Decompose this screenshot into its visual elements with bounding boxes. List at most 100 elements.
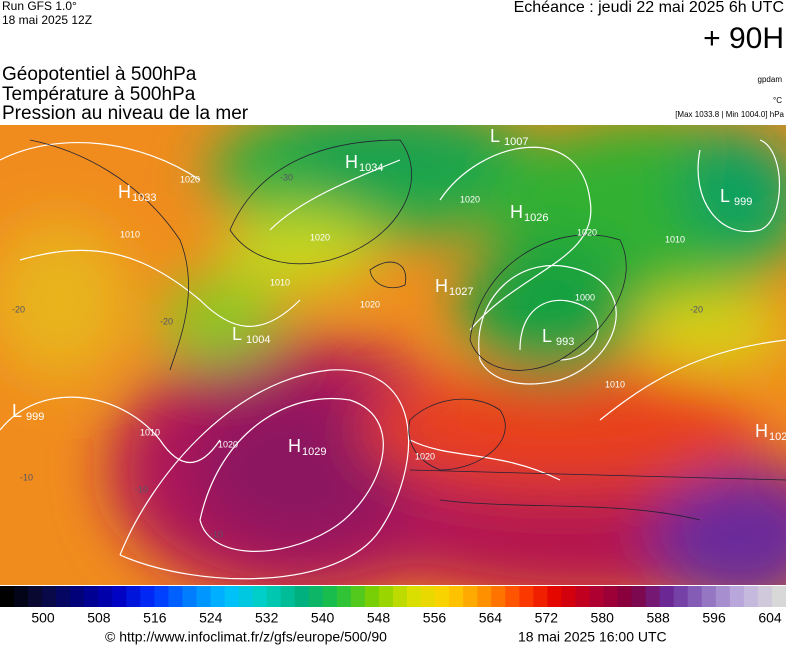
colorbar-cell [561, 586, 576, 607]
pressure-range: [Max 1033.8 | Min 1004.0] hPa [675, 110, 784, 119]
colorbar-cell [196, 586, 212, 607]
colorbar-cell [463, 586, 478, 607]
isobar-label: 1020 [180, 174, 200, 184]
isobars [0, 139, 786, 580]
colorbar-label: 580 [591, 610, 615, 626]
colorbar-cell [98, 586, 113, 607]
colorbar-cell [140, 586, 155, 607]
colorbar: 500 508 516 524 532 540 548 556 564 572 580 588 596 6… [0, 586, 786, 626]
run: Run GFS 1.0° [2, 0, 77, 13]
colorbar-cell [715, 586, 731, 607]
colorbar-cell [533, 586, 548, 607]
isobar-label: 1020 [415, 451, 435, 461]
center-value: 1007 [504, 136, 528, 148]
isobar-label: 1000 [575, 292, 595, 302]
center-kind: H [345, 152, 358, 172]
layer: Géopotentiel à 500hPa [2, 64, 197, 85]
temp-label: -10 [135, 484, 148, 494]
center-value: 1029 [302, 446, 326, 458]
colorbar-label: 516 [143, 610, 167, 626]
center-value: 999 [26, 411, 44, 423]
colorbar-cell [252, 586, 268, 607]
colorbar-label: 564 [479, 610, 503, 626]
temp-label: -20 [12, 304, 25, 314]
isobar-labels: 1020 1020 1010 1020 1010 1000 1020 1010 1020 1010… [12, 172, 703, 539]
colorbar-cell [182, 586, 197, 607]
center-kind: L [720, 186, 730, 206]
colorbar-cell [336, 586, 352, 607]
run-date: 18 mai 2025 12Z [2, 13, 92, 27]
unit-temp: °C [773, 96, 782, 105]
colorbar-label: 500 [31, 610, 55, 626]
center-value: 1033 [132, 192, 156, 204]
colorbar-label: 556 [423, 610, 447, 626]
colorbar-cell [435, 586, 450, 607]
colorbar-cell [673, 586, 689, 607]
temp-label: -20 [690, 304, 703, 314]
colorbar-cell [322, 586, 338, 607]
colorbar-cell [449, 586, 464, 607]
colorbar-cell [266, 586, 282, 607]
source-url: © http://www.infoclimat.fr/z/gfs/europe/… [105, 629, 387, 645]
colorbar-cell [701, 586, 717, 607]
isobar-label: 1020 [218, 439, 238, 449]
colorbar-cell [757, 586, 773, 607]
center-kind: H [510, 202, 523, 222]
colorbar-label: 596 [702, 610, 726, 626]
colorbar-cell [56, 586, 71, 607]
colorbar-cell [84, 586, 99, 607]
lead-time: + 90H [703, 22, 784, 55]
colorbar-cell [210, 586, 226, 607]
colorbar-cell [519, 586, 534, 607]
isobar-label: 1020 [577, 227, 597, 237]
isobar-label: 1010 [120, 229, 140, 239]
colorbar-cell [743, 586, 759, 607]
colorbar-cell [505, 586, 520, 607]
colorbar-cell [224, 586, 240, 607]
colorbar-label: 540 [311, 610, 335, 626]
colorbar-label: 508 [87, 610, 111, 626]
colorbar-cell [547, 586, 562, 607]
isobar-label: 1010 [605, 379, 625, 389]
colorbar-cell [14, 586, 29, 607]
colorbar-cell [477, 586, 492, 607]
colorbar-label: 588 [646, 610, 670, 626]
colorbar-cell [28, 586, 43, 607]
temp-label: -30 [280, 172, 293, 182]
center-value: 1026 [524, 212, 548, 224]
center-value: 102 [769, 431, 786, 443]
colorbar-cell [112, 586, 127, 607]
colorbar-cell [378, 586, 394, 607]
center-kind: L [490, 126, 500, 146]
colorbar-cell [631, 586, 647, 607]
isobar-label: 1010 [665, 234, 685, 244]
colorbar-cell [617, 586, 633, 607]
colorbar-cell [308, 586, 324, 607]
colorbar-cell [589, 586, 605, 607]
isobar-label: 1020 [460, 194, 480, 204]
center-kind: H [755, 421, 768, 441]
colorbar-label: 572 [535, 610, 559, 626]
colorbar-label: 604 [758, 610, 782, 626]
colorbar-label: 524 [199, 610, 223, 626]
unit-geo: gpdam [758, 75, 783, 84]
colorbar-cell [491, 586, 506, 607]
colorbar-cell [393, 586, 408, 607]
colorbar-cell [238, 586, 254, 607]
colorbar-cell [575, 586, 590, 607]
colorbar-label: 532 [255, 610, 279, 626]
layer: Pression au niveau de la mer [2, 103, 249, 124]
colorbar-cell [294, 586, 310, 607]
isobar-label: 1020 [360, 299, 380, 309]
center-value: 1034 [359, 162, 383, 174]
center-kind: H [118, 182, 131, 202]
temp-label: -20 [160, 316, 173, 326]
temp-label: -10 [210, 529, 223, 539]
colorbar-cell [350, 586, 366, 607]
colorbar-cell [659, 586, 675, 607]
isobar-label: 1010 [270, 277, 290, 287]
